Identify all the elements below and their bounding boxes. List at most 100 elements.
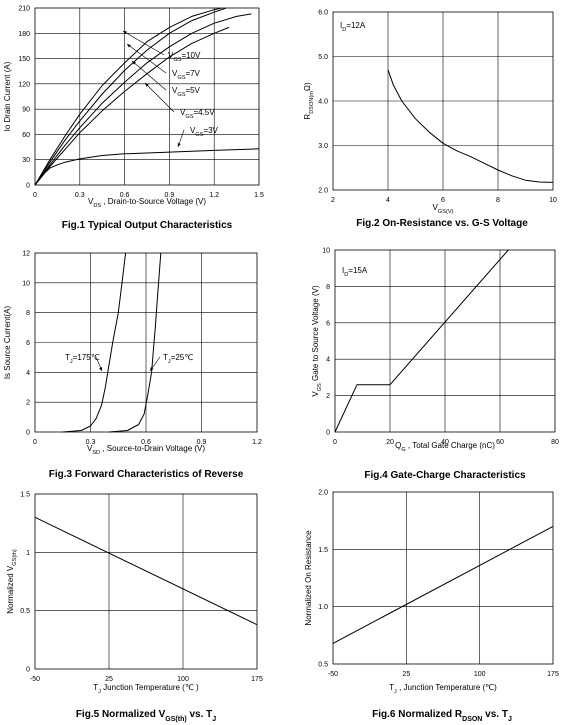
y-tick-label: 0.5 xyxy=(20,608,30,615)
x-tick-label: 0 xyxy=(333,439,337,446)
figure-caption: Fig.1 Typical Output Characteristics xyxy=(62,220,233,231)
y-tick-label: 6.0 xyxy=(318,10,328,17)
y-tick-label: 12 xyxy=(22,251,30,258)
annotation-arrowhead xyxy=(127,44,131,48)
x-tick-label: 0.9 xyxy=(197,439,207,446)
y-tick-label: 4 xyxy=(326,357,330,364)
series-line-4 xyxy=(34,26,230,186)
annotation-leader xyxy=(131,60,167,91)
x-tick-label: 1.2 xyxy=(252,439,262,446)
x-tick-label: -50 xyxy=(30,676,40,683)
y-tick-label: 6 xyxy=(26,340,30,347)
x-tick-label: 6 xyxy=(441,197,445,204)
y-tick-label: 3.0 xyxy=(318,143,328,150)
annotation-leader xyxy=(122,30,165,56)
annotation-label: VGS=4.5V xyxy=(180,108,215,120)
plot-frame xyxy=(332,11,554,191)
y-tick-label: 2 xyxy=(26,400,30,407)
annotation-label: VGS=5V xyxy=(172,86,201,98)
series-line-1 xyxy=(34,516,258,626)
x-tick-label: 1.5 xyxy=(254,192,264,199)
y-tick-label: 1 xyxy=(26,550,30,557)
chart-fig3: 0 0.3 0.6 0.9 1.2 0 2 4 6 8 10 12 TJ=175℃ TJ=25℃ VSD ,… xyxy=(3,251,262,481)
figure-caption: Fig.4 Gate-Charge Characteristics xyxy=(364,470,526,481)
y-tick-label: 1.5 xyxy=(20,492,30,499)
annotation-arrowhead xyxy=(177,143,181,147)
series-line-1 xyxy=(334,249,509,433)
series-line-2 xyxy=(34,7,227,186)
y-axis-label: RDSON(mΩ) xyxy=(303,82,315,119)
y-tick-label: 6 xyxy=(326,320,330,327)
x-axis-label: VGS(V) xyxy=(433,203,454,215)
x-tick-label: 80 xyxy=(551,439,559,446)
x-tick-label: 40 xyxy=(441,439,449,446)
annotation-label: ID=12A xyxy=(340,21,366,33)
figure-caption: Fig.6 Normalized RDSON vs. TJ xyxy=(372,709,512,723)
series-line-2 xyxy=(108,252,162,433)
annotation-label: TJ=25℃ xyxy=(163,353,193,365)
chart-fig5: -50 25 100 175 0 0.5 1 1.5 TJ Junction Temperatu… xyxy=(6,492,263,723)
x-tick-label: 1.2 xyxy=(209,192,219,199)
annotation-arrowhead xyxy=(99,367,102,371)
x-tick-label: 100 xyxy=(474,671,486,678)
annotation-leader xyxy=(126,43,167,74)
y-tick-label: 2.0 xyxy=(318,490,328,497)
x-axis-label: QG , Total Gate Charge (nC) xyxy=(395,441,495,453)
y-tick-label: 0 xyxy=(26,183,30,190)
chart-fig4: 0 20 40 60 80 0 2 4 6 8 10 ID=15A QG , Total Gate Ch… xyxy=(311,248,559,482)
x-tick-label: 60 xyxy=(496,439,504,446)
x-tick-label: -50 xyxy=(328,671,338,678)
figure-caption: Fig.5 Normalized VGS(th) vs. TJ xyxy=(76,709,216,723)
y-tick-label: 150 xyxy=(18,56,30,63)
x-tick-label: 20 xyxy=(386,439,394,446)
plot-frame xyxy=(34,493,258,670)
x-axis-label: VDS , Drain-to-Source Voltage (V) xyxy=(88,197,206,209)
annotation-label: VGS=7V xyxy=(172,69,201,81)
y-axis-label: Io Drain Current (A) xyxy=(3,61,12,131)
y-tick-label: 180 xyxy=(18,31,30,38)
annotation-arrowhead xyxy=(132,61,136,65)
plot-frame xyxy=(34,252,258,433)
chart-fig1: 0 0.3 0.6 0.9 1.2 1.5 0 30 60 90 120 150 180 210 VGS=1… xyxy=(3,6,264,232)
x-tick-label: 4 xyxy=(386,197,390,204)
y-tick-label: 2 xyxy=(326,393,330,400)
chart-fig6: -50 25 100 175 0.5 1.0 1.5 2.0 TJ , Junction Tem… xyxy=(304,490,559,723)
x-tick-label: 0.3 xyxy=(86,439,96,446)
x-tick-label: 2 xyxy=(331,197,335,204)
annotation-label: VGS=3V xyxy=(190,126,219,138)
series-line-1 xyxy=(387,69,554,183)
y-tick-label: 0 xyxy=(26,430,30,437)
y-tick-label: 4.0 xyxy=(318,99,328,106)
x-tick-label: 0 xyxy=(33,439,37,446)
x-axis-label: VSD , Source-to-Drain Voltage (V) xyxy=(87,444,205,456)
annotation-label: VGS=10V xyxy=(168,51,201,63)
x-tick-label: 8 xyxy=(496,197,500,204)
series-line-3 xyxy=(34,13,252,186)
y-axis-label: Normalized On Resistance xyxy=(304,530,313,626)
figure-caption: Fig.3 Forward Characteristics of Reverse xyxy=(49,469,244,480)
x-tick-label: 10 xyxy=(549,197,557,204)
x-tick-label: 0.3 xyxy=(75,192,85,199)
y-axis-label: Normalized VGS(th) xyxy=(6,549,18,614)
x-tick-label: 25 xyxy=(105,676,113,683)
annotation-leader xyxy=(144,82,175,113)
y-tick-label: 1.5 xyxy=(318,547,328,554)
plot-frame xyxy=(334,249,556,433)
y-tick-label: 8 xyxy=(326,284,330,291)
y-tick-label: 0 xyxy=(326,430,330,437)
y-tick-label: 2.0 xyxy=(318,188,328,195)
annotation-arrowhead xyxy=(145,83,149,87)
plot-frame xyxy=(34,7,260,186)
y-tick-label: 10 xyxy=(322,248,330,255)
annotation-arrowhead xyxy=(150,367,154,371)
y-tick-label: 210 xyxy=(18,6,30,13)
y-tick-label: 10 xyxy=(22,280,30,287)
y-tick-label: 0.5 xyxy=(318,662,328,669)
series-line-1 xyxy=(34,7,222,186)
y-axis-label: Is Source Current(A) xyxy=(3,305,12,379)
plot-frame xyxy=(332,491,554,665)
x-tick-label: 0 xyxy=(33,192,37,199)
x-tick-label: 0.9 xyxy=(165,192,175,199)
figure-caption: Fig.2 On-Resistance vs. G-S Voltage xyxy=(356,218,528,229)
